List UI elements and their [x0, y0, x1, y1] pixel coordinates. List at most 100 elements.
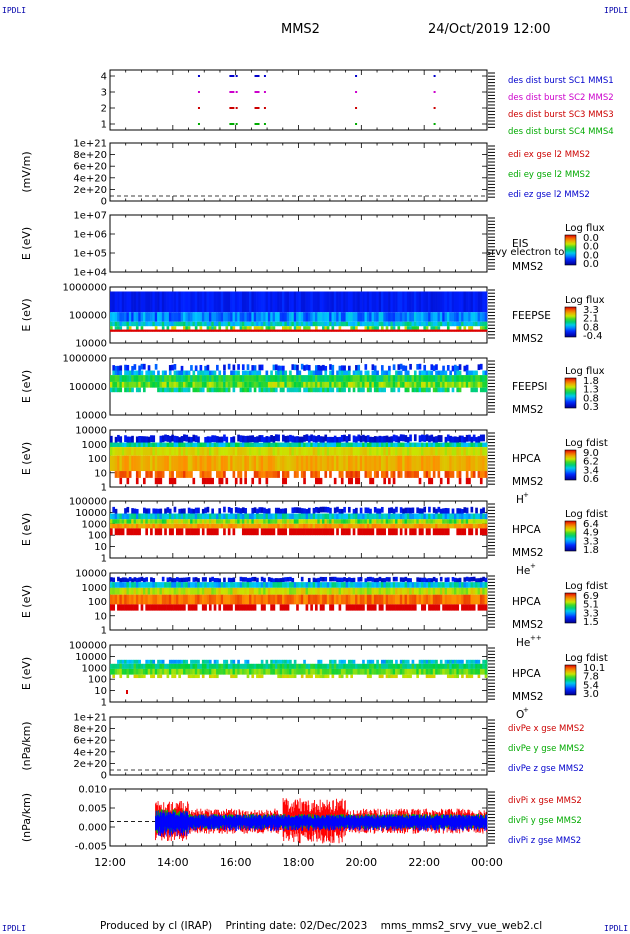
- heat-cell: [206, 442, 210, 448]
- heat-cell: [359, 370, 363, 376]
- heat-cell: [206, 364, 210, 371]
- heat-cell: [380, 375, 384, 382]
- heat-cell: [303, 381, 306, 388]
- heat-cell: [201, 577, 205, 582]
- heat-cell: [249, 435, 252, 443]
- heat-cell: [298, 507, 302, 514]
- heat-cell: [475, 528, 478, 536]
- heat-cell: [472, 587, 476, 595]
- heat-cell: [392, 576, 396, 582]
- heat-cell: [364, 329, 368, 332]
- heat-cell: [194, 513, 198, 520]
- heat-cell: [157, 471, 160, 478]
- burst-mark: [235, 75, 238, 77]
- heat-cell: [204, 582, 207, 588]
- heat-cell: [284, 321, 288, 327]
- heat-cell: [454, 442, 457, 448]
- heat-cell: [418, 321, 422, 327]
- heat-cell: [347, 442, 351, 448]
- heat-cell: [449, 663, 452, 669]
- heat-cell: [388, 663, 391, 669]
- heat-cell: [183, 663, 186, 669]
- heat-cell: [138, 370, 141, 376]
- heat-cell: [147, 442, 151, 448]
- heat-cell: [437, 326, 441, 330]
- heat-cell: [409, 668, 412, 675]
- heat-cell: [326, 674, 330, 679]
- heat-cell: [477, 519, 481, 524]
- heat-cell: [392, 329, 396, 332]
- heat-cell: [458, 587, 462, 595]
- heat-cell: [378, 291, 382, 313]
- heat-cell: [425, 523, 429, 529]
- heat-cell: [388, 455, 391, 472]
- heat-cell: [168, 508, 172, 515]
- heat-cell: [314, 370, 318, 376]
- heat-cell: [147, 523, 151, 529]
- heat-cell: [142, 455, 146, 472]
- heat-cell: [258, 455, 262, 472]
- heat-cell: [216, 291, 219, 313]
- heat-cell: [289, 312, 292, 322]
- heat-cell: [152, 587, 156, 595]
- heat-cell: [357, 471, 361, 478]
- heat-cell: [253, 668, 257, 675]
- heat-cell: [124, 587, 127, 595]
- heat-cell: [237, 471, 240, 478]
- heat-cell: [258, 594, 262, 605]
- heat-cell: [192, 674, 196, 679]
- heat-cell: [371, 519, 375, 524]
- heat-cell: [371, 528, 375, 536]
- heat-cell: [230, 513, 233, 520]
- heat-cell: [366, 375, 370, 382]
- heat-cell: [211, 447, 214, 456]
- heat-cell: [385, 471, 389, 478]
- heat-cell: [423, 312, 427, 322]
- heat-cell: [444, 387, 448, 393]
- heat-cell: [380, 436, 384, 444]
- heat-cell: [150, 663, 153, 669]
- heat-cell: [397, 587, 401, 595]
- heat-cell: [324, 434, 328, 442]
- heat-cell: [418, 519, 422, 524]
- heat-cell: [244, 663, 247, 669]
- heat-cell: [140, 442, 144, 448]
- heat-cell: [397, 447, 401, 456]
- heat-cell: [378, 387, 382, 393]
- heat-cell: [475, 375, 478, 382]
- heat-cell: [366, 312, 370, 322]
- heat-cell: [284, 375, 288, 382]
- heat-cell: [456, 523, 460, 529]
- heat-cell: [350, 455, 353, 472]
- heat-cell: [147, 471, 151, 478]
- heat-cell: [317, 477, 321, 485]
- heat-cell: [369, 471, 372, 478]
- heat-cell: [180, 455, 184, 472]
- heat-cell: [272, 587, 276, 595]
- heat-cell: [383, 375, 386, 382]
- heat-cell: [468, 523, 471, 529]
- heat-cell: [435, 291, 438, 313]
- heat-cell: [272, 578, 276, 583]
- heat-cell: [479, 587, 483, 595]
- heat-cell: [218, 455, 222, 472]
- heat-cell: [385, 604, 389, 611]
- heat-cell: [263, 528, 266, 536]
- heat-cell: [484, 594, 488, 605]
- heat-cell: [263, 375, 266, 382]
- heat-cell: [270, 455, 273, 472]
- heat-cell: [241, 291, 245, 313]
- heat-cell: [425, 663, 429, 669]
- heat-cell: [178, 375, 181, 382]
- heat-cell: [326, 587, 330, 595]
- heat-cell: [366, 582, 370, 588]
- heat-cell: [244, 455, 247, 472]
- heat-cell: [409, 594, 412, 605]
- y-tick-label: 1000: [82, 440, 107, 451]
- heat-cell: [449, 604, 452, 611]
- heat-cell: [449, 381, 452, 388]
- heat-cell: [194, 321, 198, 327]
- heat-cell: [152, 435, 156, 443]
- heat-cell: [338, 321, 342, 327]
- burst-mark: [263, 75, 266, 77]
